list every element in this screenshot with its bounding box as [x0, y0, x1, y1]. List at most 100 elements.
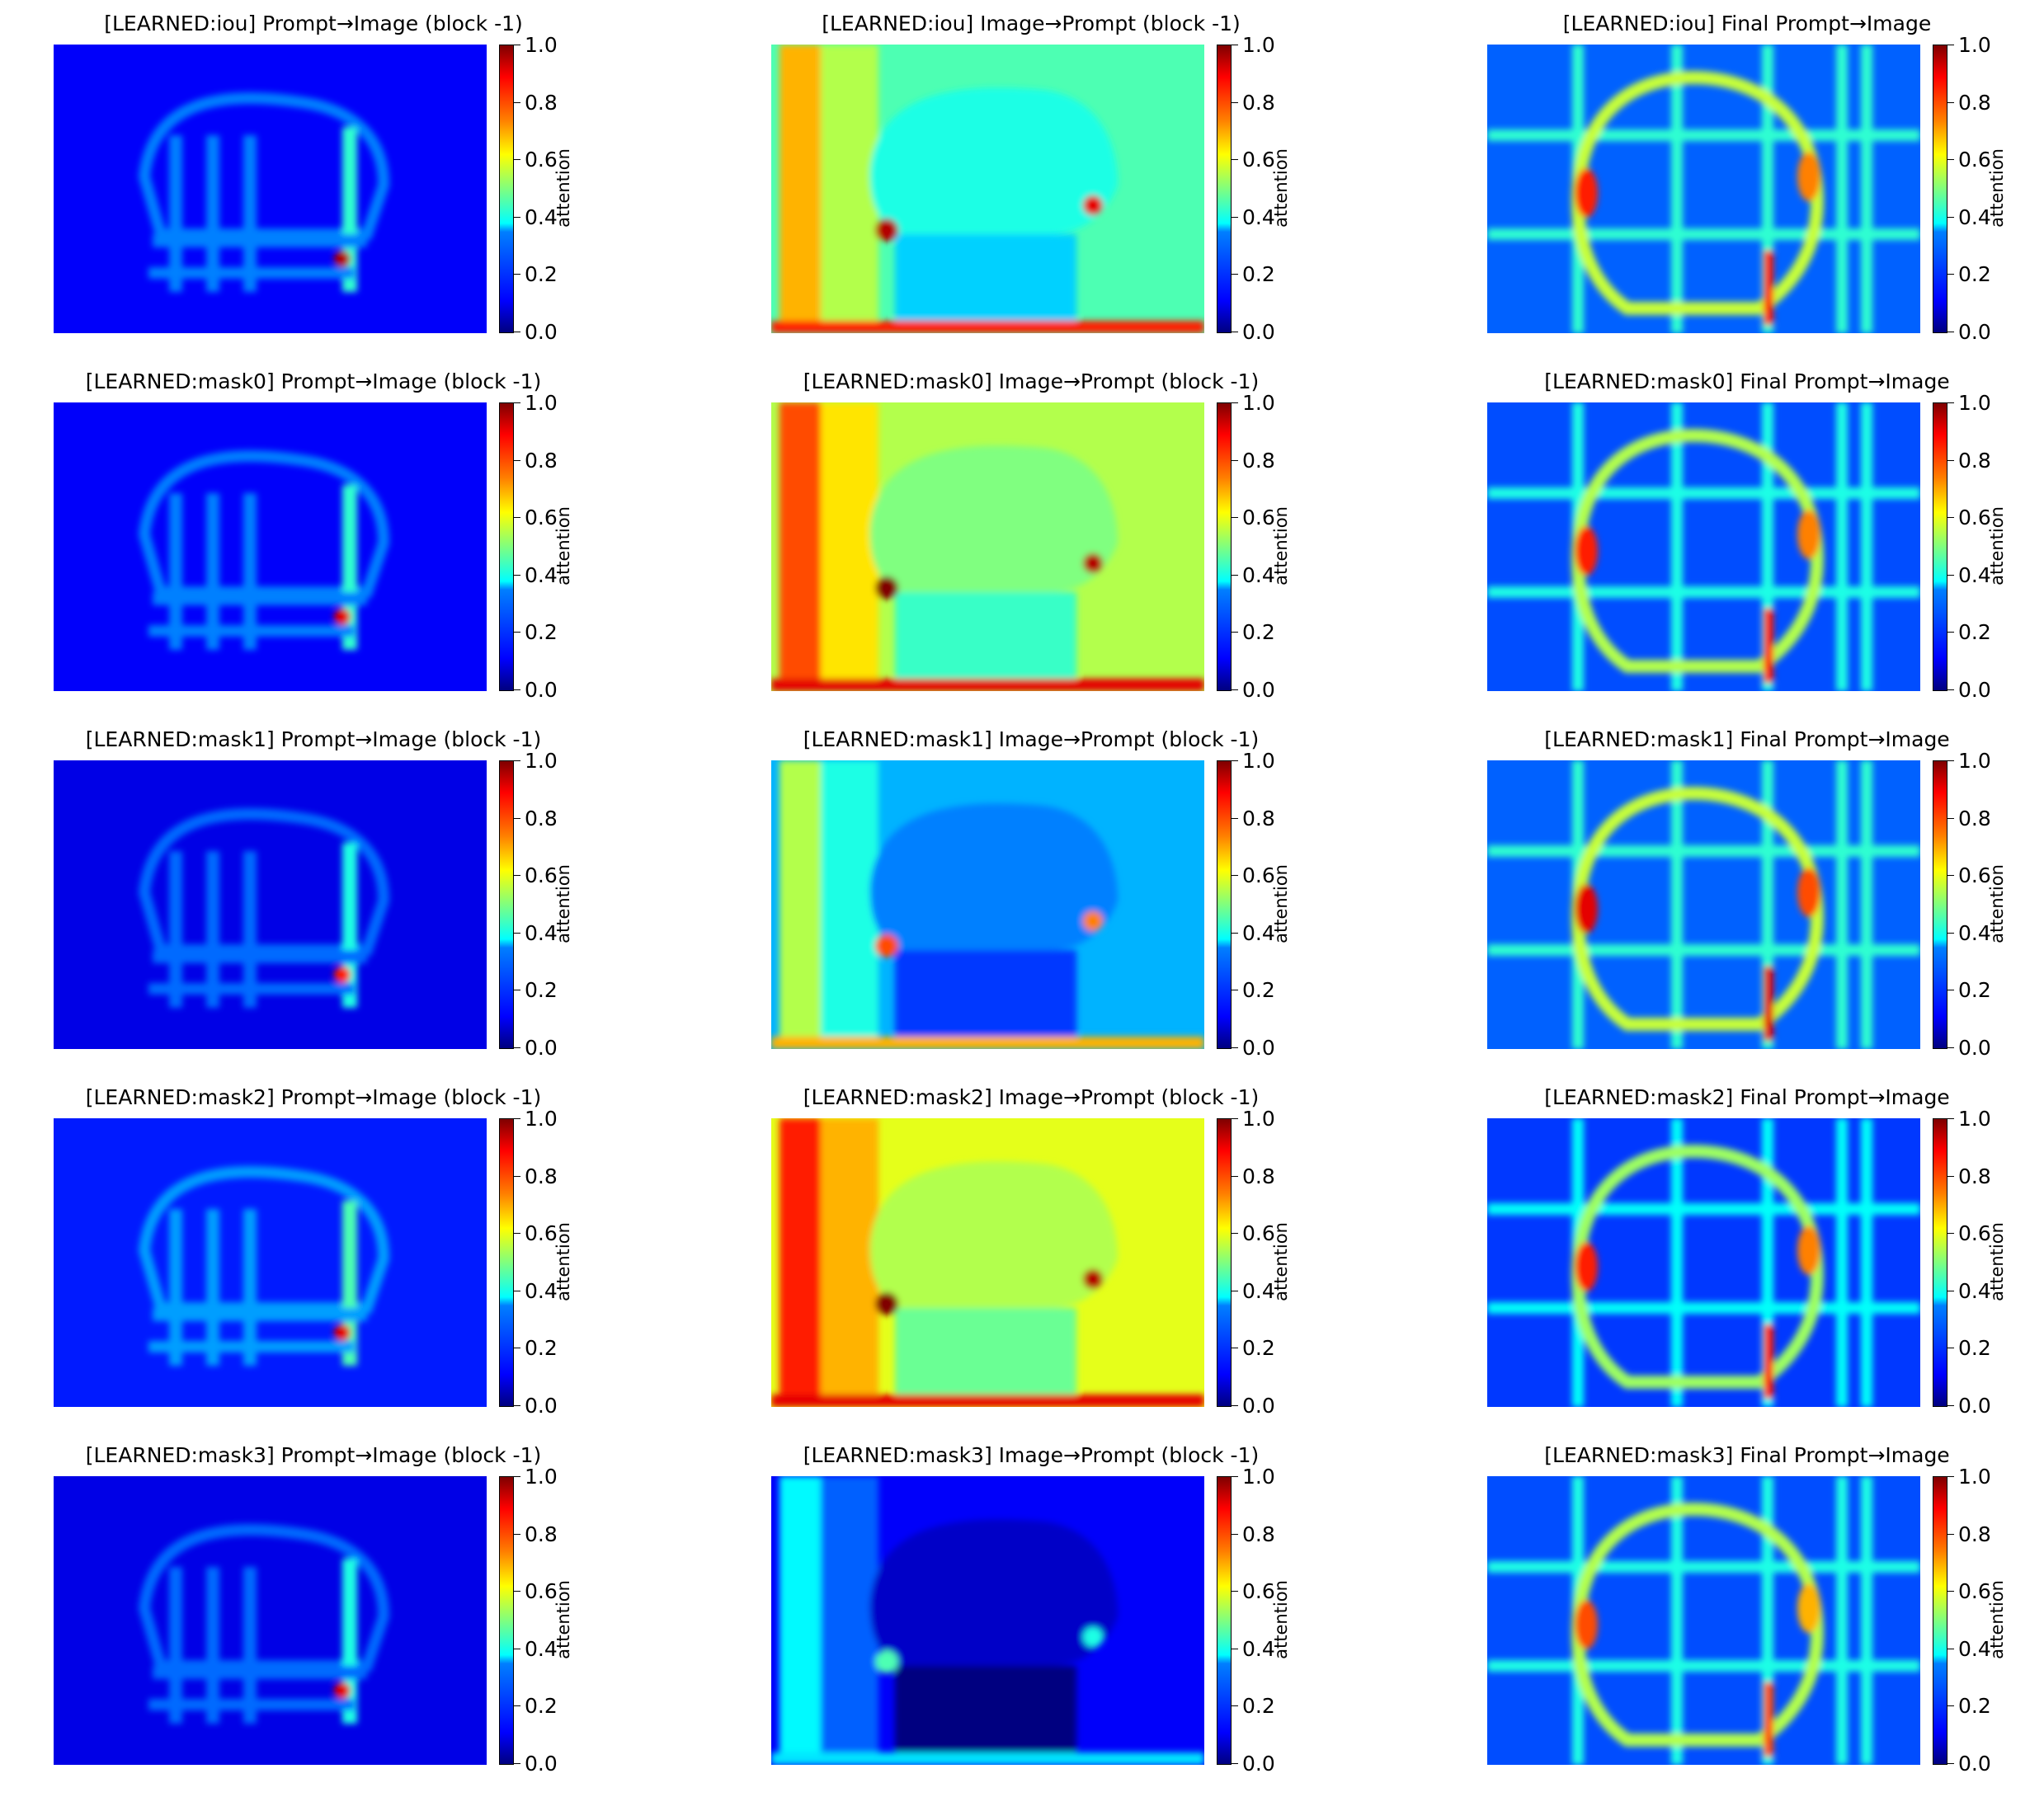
heatmap-blob — [875, 1292, 898, 1315]
colorbar — [1217, 402, 1232, 691]
heatmap-blob — [875, 934, 898, 957]
colorbar-tick-mark — [514, 517, 520, 519]
colorbar-tick-label: 0.0 — [525, 1752, 558, 1776]
heatmap-panel: [LEARNED:mask0] Image→Prompt (block -1) 0… — [771, 369, 1415, 708]
colorbar — [499, 760, 514, 1049]
heatmap-blob — [1671, 1476, 1683, 1765]
colorbar-tick-mark — [514, 1233, 520, 1235]
heatmap-blob — [1861, 45, 1872, 333]
heatmap-blob — [1487, 1660, 1920, 1672]
colorbar-label: attention — [1271, 864, 1291, 943]
colorbar-tick-label: 0.0 — [1958, 1036, 1991, 1060]
heatmap-blob — [771, 1037, 1204, 1049]
colorbar-tick-mark — [514, 1405, 520, 1406]
colorbar-tick-label: 0.2 — [525, 262, 558, 287]
heatmap-panel: [LEARNED:mask0] Final Prompt→Image 0.0 0.2… — [1487, 369, 2044, 708]
heatmap-blob — [342, 1201, 357, 1366]
colorbar-tick-label: 0.2 — [525, 978, 558, 1003]
colorbar-tick-mark — [1947, 274, 1954, 275]
heatmap-blob — [1836, 1118, 1848, 1407]
colorbar-tick-label: 0.8 — [525, 1522, 558, 1546]
heatmap-blob — [206, 851, 219, 1008]
colorbar-tick-mark — [1232, 1118, 1238, 1119]
colorbar-tick-label: 0.4 — [1958, 562, 1991, 587]
colorbar-tick-label: 0.2 — [1242, 1336, 1275, 1361]
heatmap-blob — [1861, 402, 1872, 691]
colorbar-tick-mark — [1947, 689, 1954, 690]
heatmap-blob — [1575, 168, 1598, 218]
colorbar-tick-mark — [514, 1763, 520, 1764]
colorbar-tick-mark — [514, 101, 520, 103]
colorbar-label: attention — [1987, 1222, 2007, 1301]
colorbar-tick-mark — [1947, 1118, 1954, 1119]
heatmap-blob — [1836, 1476, 1848, 1765]
heatmap-blob — [1487, 1302, 1920, 1314]
colorbar-tick-mark — [1947, 517, 1954, 519]
panel-title: [LEARNED:mask1] Prompt→Image (block -1) — [85, 727, 542, 751]
colorbar-tick-label: 0.8 — [525, 90, 558, 115]
heatmap-blob — [148, 625, 355, 637]
heatmap-blob — [169, 851, 182, 1008]
colorbar-tick-label: 0.0 — [1242, 1036, 1275, 1060]
colorbar-tick-mark — [1232, 875, 1238, 877]
heatmap-blob — [334, 1682, 351, 1699]
heatmap-background — [1487, 402, 1920, 691]
heatmap-blob — [334, 251, 351, 267]
colorbar-tick-label: 0.4 — [1958, 920, 1991, 945]
panel-title: [LEARNED:mask2] Prompt→Image (block -1) — [85, 1085, 542, 1109]
colorbar-tick-mark — [1947, 1705, 1954, 1707]
colorbar-label: attention — [553, 148, 573, 228]
colorbar-tick-label: 0.8 — [1242, 448, 1275, 473]
colorbar-label: attention — [1987, 506, 2007, 586]
colorbar-tick-label: 0.6 — [1242, 863, 1275, 888]
colorbar — [1217, 1476, 1232, 1765]
heatmap-blob — [869, 445, 1118, 592]
heatmap-panel: [LEARNED:mask1] Image→Prompt (block -1) 0… — [771, 727, 1415, 1065]
colorbar-tick-mark — [1232, 632, 1238, 633]
panel-title: [LEARNED:mask3] Final Prompt→Image — [1544, 1443, 1950, 1467]
colorbar-tick-label: 0.0 — [525, 1036, 558, 1060]
heatmap-blob — [1487, 586, 1920, 598]
colorbar-tick-label: 0.0 — [1958, 678, 1991, 702]
colorbar-tick-mark — [514, 632, 520, 633]
colorbar-tick-label: 1.0 — [525, 1465, 558, 1489]
colorbar-tick-label: 0.6 — [1958, 148, 1991, 172]
colorbar-tick-label: 0.0 — [525, 678, 558, 702]
heatmap-blob — [895, 592, 1076, 691]
colorbar-tick-label: 0.2 — [1958, 262, 1991, 287]
panel-title: [LEARNED:iou] Final Prompt→Image — [1562, 12, 1932, 35]
colorbar-label: attention — [553, 1222, 573, 1301]
heatmap-blob — [779, 45, 821, 333]
heatmap-blob — [138, 1523, 390, 1672]
heatmap-blob — [1836, 760, 1848, 1049]
heatmap-blob — [1836, 45, 1848, 333]
heatmap-blob — [779, 402, 821, 691]
heatmap-blob — [1575, 1600, 1598, 1649]
colorbar-tick-mark — [1947, 159, 1954, 161]
colorbar-tick-label: 0.4 — [1242, 562, 1275, 587]
attention-heatmap — [771, 1476, 1204, 1765]
colorbar — [499, 45, 514, 333]
colorbar-tick-label: 1.0 — [525, 749, 558, 773]
heatmap-background — [54, 1118, 487, 1407]
heatmap-blob — [1083, 911, 1103, 931]
colorbar-tick-label: 0.8 — [1958, 1522, 1991, 1546]
colorbar-tick-mark — [1947, 1591, 1954, 1592]
heatmap-blob — [1487, 228, 1920, 240]
colorbar-tick-label: 1.0 — [525, 391, 558, 415]
colorbar-label: attention — [1271, 1580, 1291, 1659]
colorbar-tick-mark — [1232, 574, 1238, 576]
attention-heatmap — [1487, 402, 1920, 691]
colorbar-tick-mark — [1232, 402, 1238, 403]
colorbar-tick-mark — [514, 574, 520, 576]
heatmap-blob — [1575, 1242, 1598, 1291]
heatmap-blob — [342, 843, 357, 1008]
colorbar-tick-mark — [514, 760, 520, 761]
colorbar-tick-mark — [1947, 574, 1954, 576]
colorbar-tick-label: 1.0 — [1242, 749, 1275, 773]
attention-heatmap — [771, 1118, 1204, 1407]
heatmap-blob — [334, 1324, 351, 1341]
colorbar-tick-label: 0.8 — [1242, 90, 1275, 115]
colorbar-tick-label: 1.0 — [1958, 391, 1991, 415]
colorbar-label: attention — [1987, 1580, 2007, 1659]
